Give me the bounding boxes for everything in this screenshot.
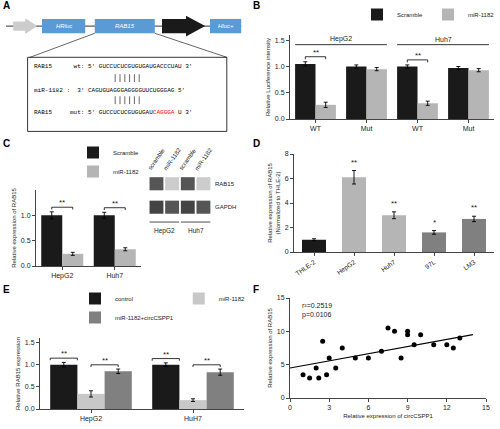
svg-text:**: ** (351, 158, 357, 167)
svg-text:Mut: Mut (463, 125, 475, 132)
svg-text:15: 15 (482, 404, 490, 411)
svg-text:*: * (433, 218, 436, 227)
svg-text:Huh7: Huh7 (188, 227, 204, 234)
svg-text:0.0: 0.0 (275, 115, 285, 122)
svg-text:miR-1182: miR-1182 (113, 169, 139, 175)
svg-text:WT: WT (310, 125, 322, 132)
svg-text:scramble: scramble (178, 147, 197, 171)
svg-text:6: 6 (285, 175, 289, 182)
svg-text:**: ** (471, 203, 477, 212)
svg-text:GAPDH: GAPDH (215, 204, 236, 210)
svg-text:0.0: 0.0 (25, 405, 35, 412)
svg-text:12: 12 (443, 404, 451, 411)
svg-text:0.5: 0.5 (21, 237, 31, 244)
svg-text:F: F (253, 284, 259, 295)
svg-text:miR-1182: miR-1182 (468, 12, 494, 18)
svg-text:miR-1182 : 3' CAGUGUAGGGAGGGG: miR-1182 : 3' CAGUGUAGGGAGGGGUUCUGGGAG 5… (34, 87, 185, 94)
svg-text:**: ** (391, 199, 397, 208)
svg-text:RAB15: RAB15 (215, 181, 235, 187)
svg-text:A: A (3, 0, 10, 11)
svg-text:**: ** (61, 349, 67, 358)
svg-text:HRluc: HRluc (56, 23, 72, 29)
svg-text:Scramble: Scramble (113, 150, 139, 156)
svg-text:Relative expression of RAB15: Relative expression of RAB15 (11, 187, 17, 267)
svg-text:**: ** (415, 51, 421, 60)
svg-text:HepG2: HepG2 (330, 35, 352, 43)
svg-text:HepG2: HepG2 (80, 415, 102, 423)
svg-text:RAB15: RAB15 (115, 23, 135, 29)
svg-text:HepG2: HepG2 (51, 272, 73, 280)
svg-text:scramble: scramble (147, 147, 166, 171)
svg-text:Huh7: Huh7 (106, 272, 123, 279)
svg-text:6: 6 (366, 404, 370, 411)
svg-text:HepG2: HepG2 (336, 258, 358, 277)
svg-text:D: D (253, 138, 260, 149)
svg-text:Scramble: Scramble (397, 12, 423, 18)
svg-text:RAB15 mut: 5' GUCCUCUCGUGU: RAB15 mut: 5' GUCCUCUCGUGUGAUCAGGGA U 3' (34, 109, 192, 116)
svg-text:miR-1182: miR-1182 (219, 296, 245, 302)
svg-text:1.0: 1.0 (25, 361, 35, 368)
svg-text:3: 3 (327, 404, 331, 411)
svg-text:1.0: 1.0 (275, 63, 285, 70)
svg-text:10: 10 (277, 328, 285, 335)
svg-text:miR-1182: miR-1182 (162, 146, 182, 171)
svg-text:miR-1182: miR-1182 (194, 147, 214, 172)
svg-text:E: E (3, 284, 10, 295)
svg-text:WT: WT (412, 125, 424, 132)
svg-text:**: ** (313, 48, 319, 57)
svg-text:Relative expression of RAB15(N: Relative expression of RAB15(Normalized … (267, 162, 281, 242)
svg-text:15: 15 (277, 294, 285, 301)
svg-text:Huh7: Huh7 (380, 258, 397, 273)
svg-text:**: ** (163, 350, 169, 359)
svg-text:r²=0.2519p=0.0106: r²=0.2519p=0.0106 (302, 302, 332, 319)
svg-text:Relative expression of circCSP: Relative expression of circCSPP1 (343, 413, 433, 419)
svg-text:LM3: LM3 (462, 258, 477, 271)
svg-text:1.0: 1.0 (21, 212, 31, 219)
svg-text:HuH7: HuH7 (184, 415, 202, 422)
svg-text:Huh7: Huh7 (435, 36, 452, 43)
svg-text:Relative RAB15 expression: Relative RAB15 expression (15, 337, 21, 410)
svg-text:0.5: 0.5 (25, 383, 35, 390)
svg-text:0: 0 (281, 394, 285, 401)
svg-text:1.5: 1.5 (25, 339, 35, 346)
svg-text:5: 5 (281, 361, 285, 368)
svg-text:**: ** (204, 356, 210, 365)
svg-text:**: ** (112, 199, 118, 208)
svg-text:1.5: 1.5 (275, 37, 285, 44)
svg-text:**: ** (59, 198, 65, 207)
svg-text:Hluc+: Hluc+ (218, 23, 234, 29)
svg-text:0.5: 0.5 (275, 89, 285, 96)
svg-text:8: 8 (285, 150, 289, 157)
svg-text:Relative expression of RAB15: Relative expression of RAB15 (267, 307, 273, 387)
svg-text:Mut: Mut (361, 125, 373, 132)
svg-text:0.0: 0.0 (21, 262, 31, 269)
svg-text:miR-1182+circCSPP1: miR-1182+circCSPP1 (115, 315, 174, 321)
svg-text:2: 2 (285, 224, 289, 231)
svg-text:RAB15 wt: 5' GUCCUCUCGUGU: RAB15 wt: 5' GUCCUCUCGUGUGAUGACCCUAU 3' (34, 63, 192, 70)
svg-text:4: 4 (285, 199, 289, 206)
svg-text:97L: 97L (424, 258, 437, 270)
svg-text:Relative Luciference intensity: Relative Luciference intensity (265, 38, 271, 116)
svg-text:**: ** (102, 356, 108, 365)
svg-text:0: 0 (288, 404, 292, 411)
svg-text:9: 9 (406, 404, 410, 411)
svg-text:THLE-2: THLE-2 (294, 258, 317, 277)
svg-text:C: C (3, 138, 10, 149)
svg-text:B: B (253, 0, 260, 11)
svg-text:0: 0 (285, 248, 289, 255)
svg-text:HepG2: HepG2 (154, 227, 175, 235)
svg-text:control: control (115, 296, 133, 302)
